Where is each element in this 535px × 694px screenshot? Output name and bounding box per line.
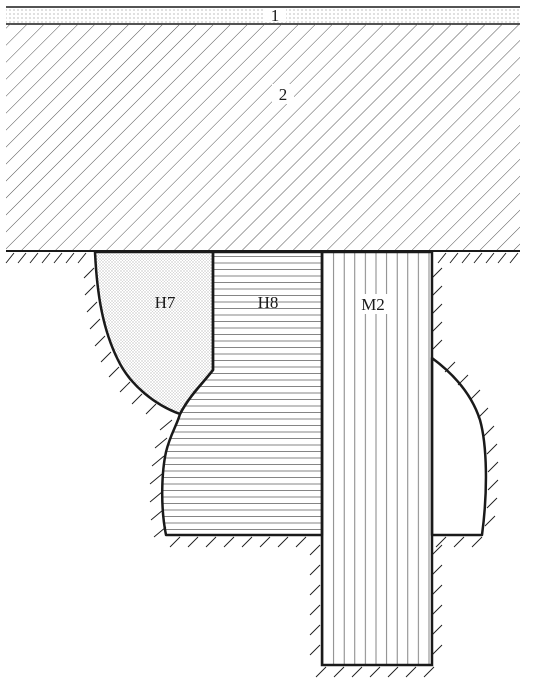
pit-m2-side-extension <box>430 356 488 537</box>
ground-hatch-left-top <box>5 252 87 264</box>
pit-h7: H7 <box>93 250 215 416</box>
pit-m2: M2 <box>320 250 434 667</box>
pit-h8-label: H8 <box>258 293 279 312</box>
soil-hatch-right <box>431 267 499 527</box>
soil-hatch-bottom <box>169 536 483 678</box>
ground-hatch-right-top <box>437 252 519 264</box>
soil-hatch-left <box>83 267 173 538</box>
layer-2-label: 2 <box>279 85 288 104</box>
layer-1: 1 <box>6 6 520 25</box>
layer-1-label: 1 <box>271 6 280 25</box>
pit-m2-label: M2 <box>361 295 385 314</box>
layer-2: 2 <box>6 24 520 252</box>
pit-h7-label: H7 <box>155 293 176 312</box>
